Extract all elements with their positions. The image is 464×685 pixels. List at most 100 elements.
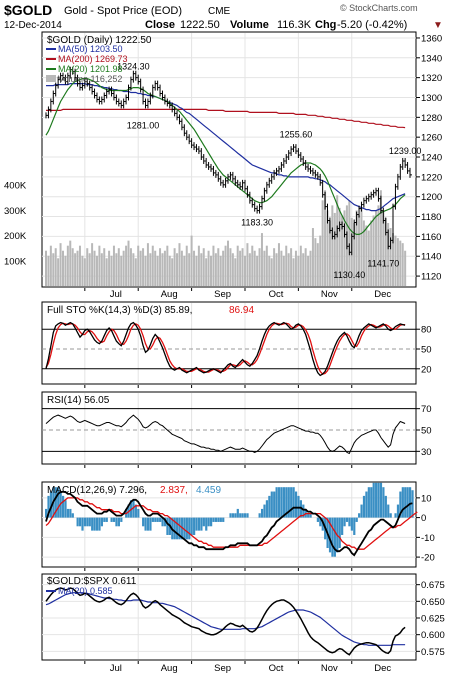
volume-bar	[355, 210, 358, 286]
macd-hist-bar	[159, 517, 162, 522]
macd-hist-bar	[268, 495, 271, 518]
macd-hist-bar	[66, 508, 70, 518]
macd-hist-bar	[331, 517, 334, 557]
volume-bar	[54, 248, 57, 286]
macd-hist-bar	[115, 517, 118, 527]
volume-bar	[214, 253, 217, 286]
volume-bar	[180, 250, 183, 286]
macd-hist-bar	[375, 482, 378, 518]
volume-bar	[353, 223, 356, 286]
volume-bar	[377, 205, 380, 286]
ma20-line	[45, 78, 406, 235]
price-annotation: 1141.70	[367, 259, 399, 269]
macd-hist-bar	[280, 487, 283, 518]
macd-hist-bar	[154, 517, 157, 522]
volume-bar	[324, 190, 327, 286]
volume-bar	[45, 250, 47, 286]
macd-hist-bar	[260, 508, 264, 518]
legend-ma20: MA(20) 1201.98	[58, 64, 123, 74]
macd-hist-bar	[54, 487, 57, 518]
volume-y-axis: 100K 200K 300K 400K	[4, 181, 27, 268]
macd-hist-bar	[270, 491, 273, 518]
price-title: $GOLD (Daily) 1222.50	[47, 35, 152, 46]
volume-bar	[49, 245, 52, 286]
price-panel: 1324.30 1281.00 1255.60 1183.30 1130.401141.…	[4, 31, 442, 288]
volume-bar	[370, 220, 373, 286]
price-y-axis: 1120 1140 1160 1180 1200 1220 1240 1260 1280 1300…	[416, 33, 442, 283]
volume-bar	[399, 240, 402, 286]
volume-bar	[362, 220, 365, 286]
volume-bar	[171, 258, 174, 286]
macd-hist-bar	[246, 513, 249, 518]
volume-bar	[311, 228, 314, 286]
volume-bar	[207, 250, 210, 286]
price-annotation: 1130.40	[333, 270, 365, 280]
macd-hist-bar	[387, 504, 390, 518]
macd-hist-bar	[217, 517, 220, 522]
price-legend: MA(50) 1203.50 MA(200) 1269.73 MA(20) 12…	[46, 44, 128, 84]
volume-bar	[129, 248, 132, 286]
y-tick-label: 70	[421, 404, 432, 415]
volume-bar	[98, 245, 101, 286]
instrument-name: Gold - Spot Price (EOD)	[64, 5, 182, 17]
y-tick-label: 50	[421, 426, 432, 437]
macd-hist-bar	[290, 487, 293, 518]
rsi-panel-frame	[41, 391, 417, 465]
down-arrow-icon: ▼	[433, 20, 443, 31]
macd-hist-bar	[401, 487, 404, 518]
macd-hist-bar	[394, 513, 397, 518]
volume-bar	[299, 245, 302, 286]
volume-bar	[358, 215, 361, 286]
volume-bar	[76, 250, 79, 286]
volume-bar	[234, 258, 237, 286]
macd-hist-bar	[112, 517, 116, 522]
y-tick-label: 1320	[421, 73, 442, 84]
macd-hist-bar	[183, 517, 186, 540]
sto-title: Full STO %K(14,3) %D(3) 85.89,	[47, 305, 192, 316]
y-tick-label: 0.650	[421, 597, 445, 608]
macd-hist-bar	[229, 513, 232, 518]
macd-hist-bar	[404, 487, 407, 518]
volume-bar	[260, 233, 263, 286]
volume-bar	[382, 210, 385, 286]
macd-hist-bar	[353, 517, 356, 535]
macd-hist-bar	[180, 517, 184, 540]
y-tick-label: 1200	[421, 192, 442, 203]
rsi-panel: 30 50 70 RSI(14) 56.05	[41, 391, 432, 465]
volume-bar	[338, 207, 341, 286]
x-tick-label: Oct	[269, 289, 284, 300]
macd-hist-bar	[399, 491, 402, 518]
volume-bar	[47, 255, 50, 286]
macd-hist-bar	[45, 508, 48, 518]
volume-bar	[185, 245, 188, 286]
volume-bar	[156, 255, 159, 286]
volume-bar	[110, 255, 113, 286]
volume-bar	[302, 253, 305, 286]
volume-bar	[265, 245, 268, 286]
y-tick-label: 1140	[421, 252, 441, 263]
volume-bar	[66, 245, 69, 286]
macd-hist-bar	[195, 517, 198, 531]
y-tick-label: 1220	[421, 172, 442, 183]
macd-hist-bar	[156, 517, 159, 522]
y-tick-label: 50	[421, 345, 432, 356]
volume-bars	[45, 190, 407, 286]
volume-bar	[248, 253, 251, 286]
macd-hist-bar	[78, 517, 82, 527]
macd-hist-bar	[173, 517, 176, 540]
volume-bar	[224, 245, 227, 286]
x-axis: Jul Jul Aug Aug Sep Sep Oct Oct Nov Nov Dec Dec	[84, 288, 391, 674]
volume-bar	[127, 240, 130, 286]
ratio-panel-frame	[41, 573, 417, 661]
macd-hist-bar	[64, 500, 67, 518]
volume-bar	[168, 255, 171, 286]
y-tick-label: -10	[421, 533, 435, 544]
legend-volume-swatch	[46, 75, 56, 82]
sto-d-value: 86.94	[229, 305, 254, 316]
macd-hist-bar	[258, 513, 261, 518]
macd-hist-bar	[239, 513, 242, 518]
macd-hist-bar	[372, 482, 375, 518]
macd-hist-bar	[202, 517, 205, 527]
volume-bar	[132, 253, 135, 286]
